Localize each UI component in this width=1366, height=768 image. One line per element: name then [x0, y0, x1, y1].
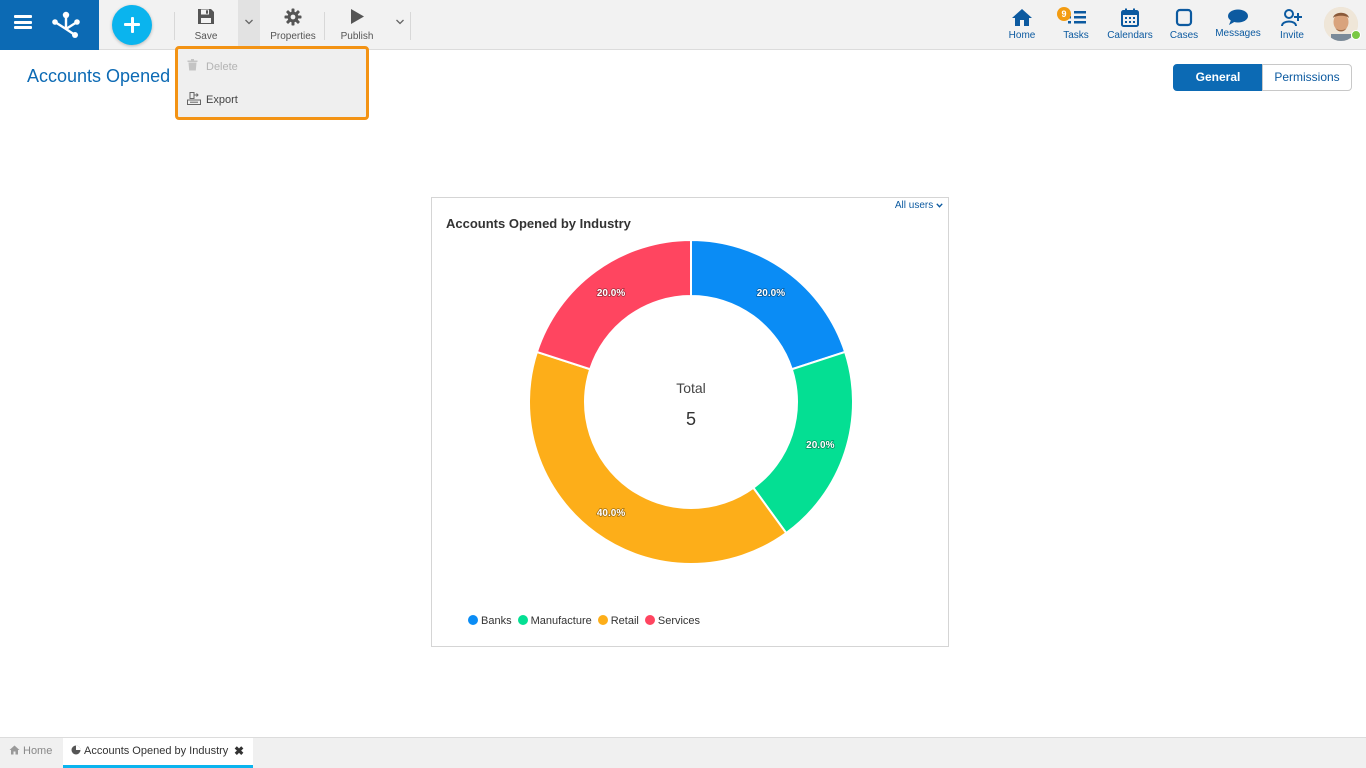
chart-title: Accounts Opened by Industry: [446, 216, 631, 231]
home-tab[interactable]: Home: [9, 738, 52, 768]
pie-chart-icon: [71, 745, 81, 755]
menu-block: [0, 0, 99, 50]
active-tab-label: Accounts Opened by Industry: [84, 745, 229, 757]
legend-marker: [468, 615, 478, 625]
publish-options-dropdown[interactable]: [389, 0, 411, 50]
cases-nav-button[interactable]: Cases: [1164, 0, 1204, 50]
properties-button[interactable]: Properties: [267, 0, 319, 50]
legend-label: Services: [657, 615, 701, 627]
save-icon: [198, 9, 214, 24]
center-total-label: Total: [676, 380, 706, 396]
slice-percent-label: 20.0%: [806, 440, 834, 451]
export-menu-label: Export: [206, 94, 238, 106]
home-icon: [1012, 9, 1032, 26]
publish-button[interactable]: Publish: [336, 0, 378, 50]
active-document-tab[interactable]: Accounts Opened by Industry ✖: [63, 738, 253, 768]
home-icon: [9, 745, 20, 755]
tasks-count-badge: 9: [1057, 7, 1071, 21]
legend-item-services[interactable]: Services: [644, 615, 701, 627]
legend-label: Manufacture: [530, 615, 592, 627]
save-button[interactable]: Save: [185, 0, 227, 50]
home-tab-label: Home: [23, 745, 53, 757]
delete-menu-label: Delete: [206, 61, 238, 73]
export-icon: [187, 92, 201, 105]
slice-percent-label: 20.0%: [597, 288, 625, 299]
users-filter-dropdown[interactable]: All users: [895, 200, 943, 211]
tasks-nav-label: Tasks: [1063, 30, 1089, 41]
home-nav-label: Home: [1008, 30, 1036, 41]
calendar-icon: [1121, 8, 1139, 27]
legend-label: Banks: [481, 615, 512, 627]
online-status-indicator: [1351, 30, 1361, 40]
chart-card: All users Accounts Opened by Industry 20…: [431, 197, 949, 647]
invite-user-icon: [1281, 9, 1302, 27]
top-toolbar: Save Properties Publish: [0, 0, 1366, 50]
calendars-nav-label: Calendars: [1107, 30, 1153, 41]
invite-nav-label: Invite: [1280, 30, 1304, 41]
calendars-nav-button[interactable]: Calendars: [1106, 0, 1154, 50]
publish-label: Publish: [340, 31, 374, 42]
users-filter-label: All users: [894, 200, 934, 211]
save-options-dropdown[interactable]: [238, 0, 260, 50]
cases-icon: [1175, 8, 1193, 27]
legend-marker: [597, 615, 608, 625]
export-menu-item[interactable]: Export: [178, 86, 366, 114]
donut-chart: 20.0% 20.0% 40.0% 20.0% Total 5: [528, 238, 854, 565]
chevron-down-icon: [936, 203, 943, 208]
donut-slice-retail[interactable]: [528, 350, 788, 565]
home-nav-button[interactable]: Home: [1002, 0, 1042, 50]
legend-item-banks[interactable]: Banks: [468, 615, 512, 627]
legend-item-retail[interactable]: Retail: [597, 615, 639, 627]
slice-percent-label: 40.0%: [597, 508, 625, 519]
bottom-tab-bar: Home Accounts Opened by Industry ✖: [0, 737, 1366, 768]
hamburger-menu-icon[interactable]: [14, 15, 32, 29]
slice-percent-label: 20.0%: [757, 288, 785, 299]
chevron-down-icon: [245, 19, 253, 25]
gear-icon: [284, 8, 302, 26]
page-title: Accounts Opened: [27, 66, 171, 86]
delete-menu-item[interactable]: Delete: [178, 53, 366, 81]
close-tab-icon[interactable]: ✖: [233, 744, 244, 758]
legend-item-manufacture[interactable]: Manufacture: [517, 615, 592, 627]
toolbar-divider: [174, 12, 175, 40]
add-new-button[interactable]: [112, 5, 152, 45]
properties-label: Properties: [270, 31, 316, 42]
chat-bubble-icon: [1228, 9, 1248, 25]
user-photo: [1324, 7, 1358, 41]
legend-label: Retail: [610, 615, 639, 627]
chevron-down-icon: [396, 19, 404, 25]
donut-slice-banks[interactable]: [690, 238, 847, 371]
tab-permissions[interactable]: Permissions: [1262, 64, 1352, 91]
save-options-menu: Delete Export: [175, 46, 369, 120]
legend-marker: [517, 615, 528, 625]
toolbar-divider: [324, 12, 325, 40]
cases-nav-label: Cases: [1169, 30, 1199, 41]
messages-nav-label: Messages: [1215, 28, 1261, 39]
user-avatar[interactable]: [1324, 7, 1358, 41]
toolbar-divider: [410, 12, 411, 40]
donut-slice-manufacture[interactable]: [751, 350, 854, 535]
chart-legend: Banks Manufacture Retail Services: [468, 615, 706, 627]
app-logo-icon[interactable]: [50, 9, 82, 41]
invite-nav-button[interactable]: Invite: [1272, 0, 1312, 50]
center-total-value: 5: [686, 409, 696, 429]
save-label: Save: [194, 31, 218, 42]
messages-nav-button[interactable]: Messages: [1213, 0, 1263, 50]
donut-slice-services[interactable]: [535, 238, 692, 371]
tab-general[interactable]: General: [1173, 64, 1263, 91]
legend-marker: [644, 615, 655, 625]
play-icon: [351, 9, 364, 24]
trash-icon: [187, 59, 198, 71]
